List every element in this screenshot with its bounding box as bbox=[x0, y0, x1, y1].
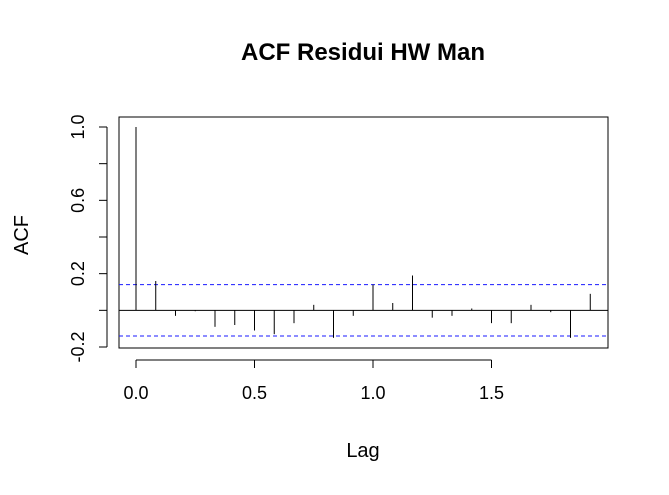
y-tick-label: -0.2 bbox=[68, 331, 88, 362]
axes: 0.0 0.5 1.0 1.5 -0.2 0.2 0.6 1.0 bbox=[68, 114, 504, 403]
y-tick-label: 0.2 bbox=[68, 261, 88, 286]
x-tick-label: 0.0 bbox=[123, 383, 148, 403]
chart-title: ACF Residui HW Man bbox=[241, 39, 485, 66]
acf-marks bbox=[119, 127, 608, 338]
plot-frame bbox=[118, 116, 609, 349]
x-tick-label: 0.5 bbox=[242, 383, 267, 403]
x-tick-label: 1.0 bbox=[360, 383, 385, 403]
x-tick-label: 1.5 bbox=[479, 383, 504, 403]
x-axis-label: Lag bbox=[346, 440, 379, 462]
y-tick-label: 1.0 bbox=[68, 114, 88, 139]
y-tick-label: 0.6 bbox=[68, 188, 88, 213]
y-axis-label: ACF bbox=[11, 215, 33, 255]
